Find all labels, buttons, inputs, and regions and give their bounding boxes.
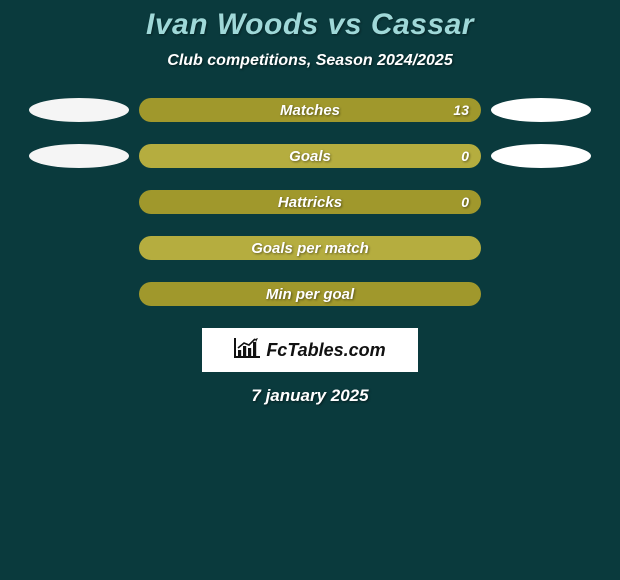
- season-subtitle: Club competitions, Season 2024/2025: [0, 52, 620, 70]
- left-ellipse: [29, 144, 129, 168]
- stat-row: Min per goal: [0, 282, 620, 306]
- stat-value: 0: [461, 148, 469, 164]
- stat-label: Hattricks: [278, 194, 342, 211]
- stats-card: Ivan Woods vs Cassar Club competitions, …: [0, 0, 620, 580]
- logo-container: FcTables.com: [0, 328, 620, 372]
- stat-row: Goals per match: [0, 236, 620, 260]
- stat-bar: Min per goal: [139, 282, 481, 306]
- bar-chart-icon: [234, 338, 260, 363]
- stat-value: 0: [461, 194, 469, 210]
- stat-label: Min per goal: [266, 286, 354, 303]
- left-ellipse: [29, 98, 129, 122]
- right-ellipse: [491, 144, 591, 168]
- stat-bar: Goals 0: [139, 144, 481, 168]
- stat-value: 13: [453, 102, 469, 118]
- stat-label: Goals per match: [251, 240, 369, 257]
- stat-row: Goals 0: [0, 144, 620, 168]
- stat-label: Goals: [289, 148, 331, 165]
- stats-rows: Matches 13 Goals 0 Hattricks 0 Goals per match…: [0, 98, 620, 306]
- right-ellipse: [491, 98, 591, 122]
- page-title: Ivan Woods vs Cassar: [0, 8, 620, 42]
- stat-bar: Goals per match: [139, 236, 481, 260]
- stat-row: Matches 13: [0, 98, 620, 122]
- stat-row: Hattricks 0: [0, 190, 620, 214]
- site-logo: FcTables.com: [202, 328, 418, 372]
- snapshot-date: 7 january 2025: [0, 386, 620, 406]
- logo-text: FcTables.com: [266, 340, 385, 361]
- stat-bar: Hattricks 0: [139, 190, 481, 214]
- stat-bar: Matches 13: [139, 98, 481, 122]
- stat-label: Matches: [280, 102, 340, 119]
